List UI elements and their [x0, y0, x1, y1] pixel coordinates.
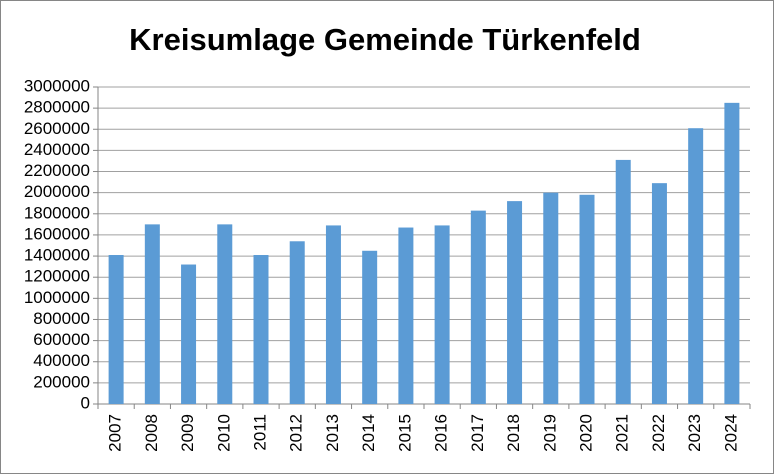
y-tick-label: 2200000 — [24, 161, 90, 180]
x-tick-label: 2007 — [106, 414, 125, 452]
x-tick-label: 2024 — [721, 414, 740, 452]
x-tick-label: 2016 — [432, 414, 451, 452]
x-tick-label: 2013 — [323, 414, 342, 452]
y-tick-label: 0 — [81, 393, 90, 412]
x-tick-label: 2009 — [178, 414, 197, 452]
bar — [724, 102, 740, 404]
bar — [507, 201, 523, 404]
bar — [253, 255, 269, 404]
bar — [144, 224, 160, 404]
y-tick-label: 1800000 — [24, 203, 90, 222]
y-tick-label: 2400000 — [24, 140, 90, 159]
bar — [325, 225, 341, 404]
chart-title: Kreisumlage Gemeinde Türkenfeld — [129, 22, 641, 57]
x-tick-label: 2023 — [685, 414, 704, 452]
y-tick-label: 3000000 — [24, 76, 90, 95]
bar — [217, 224, 233, 404]
bar — [181, 264, 197, 404]
y-tick-label: 2800000 — [24, 98, 90, 117]
bar — [579, 194, 595, 404]
bar — [108, 255, 124, 404]
x-tick-label: 2011 — [250, 414, 269, 451]
x-tick-label: 2022 — [649, 414, 668, 452]
y-tick-label: 1400000 — [24, 246, 90, 265]
y-tick-label: 800000 — [33, 309, 90, 328]
bar — [470, 210, 486, 404]
bar — [688, 128, 704, 404]
x-tick-label: 2019 — [540, 414, 559, 452]
bar — [362, 250, 378, 404]
x-tick-label: 2014 — [359, 414, 378, 452]
y-tick-label: 2000000 — [24, 182, 90, 201]
x-tick-label: 2018 — [504, 414, 523, 452]
x-tick-label: 2017 — [468, 414, 487, 452]
bar — [543, 192, 559, 404]
bar — [434, 225, 450, 404]
y-tick-label: 2600000 — [24, 119, 90, 138]
bar — [615, 159, 631, 404]
y-tick-label: 600000 — [33, 330, 90, 349]
y-tick-label: 400000 — [33, 351, 90, 370]
bar — [398, 227, 414, 404]
x-tick-label: 2010 — [214, 414, 233, 452]
y-tick-label: 200000 — [33, 372, 90, 391]
x-tick-label: 2008 — [142, 414, 161, 452]
bar — [289, 241, 305, 404]
bar — [651, 183, 667, 404]
x-tick-label: 2012 — [287, 414, 306, 452]
x-tick-label: 2020 — [576, 414, 595, 452]
y-tick-label: 1200000 — [24, 267, 90, 286]
x-tick-label: 2015 — [395, 414, 414, 452]
y-tick-label: 1000000 — [24, 288, 90, 307]
y-tick-label: 1600000 — [24, 224, 90, 243]
x-tick-label: 2021 — [613, 414, 632, 452]
